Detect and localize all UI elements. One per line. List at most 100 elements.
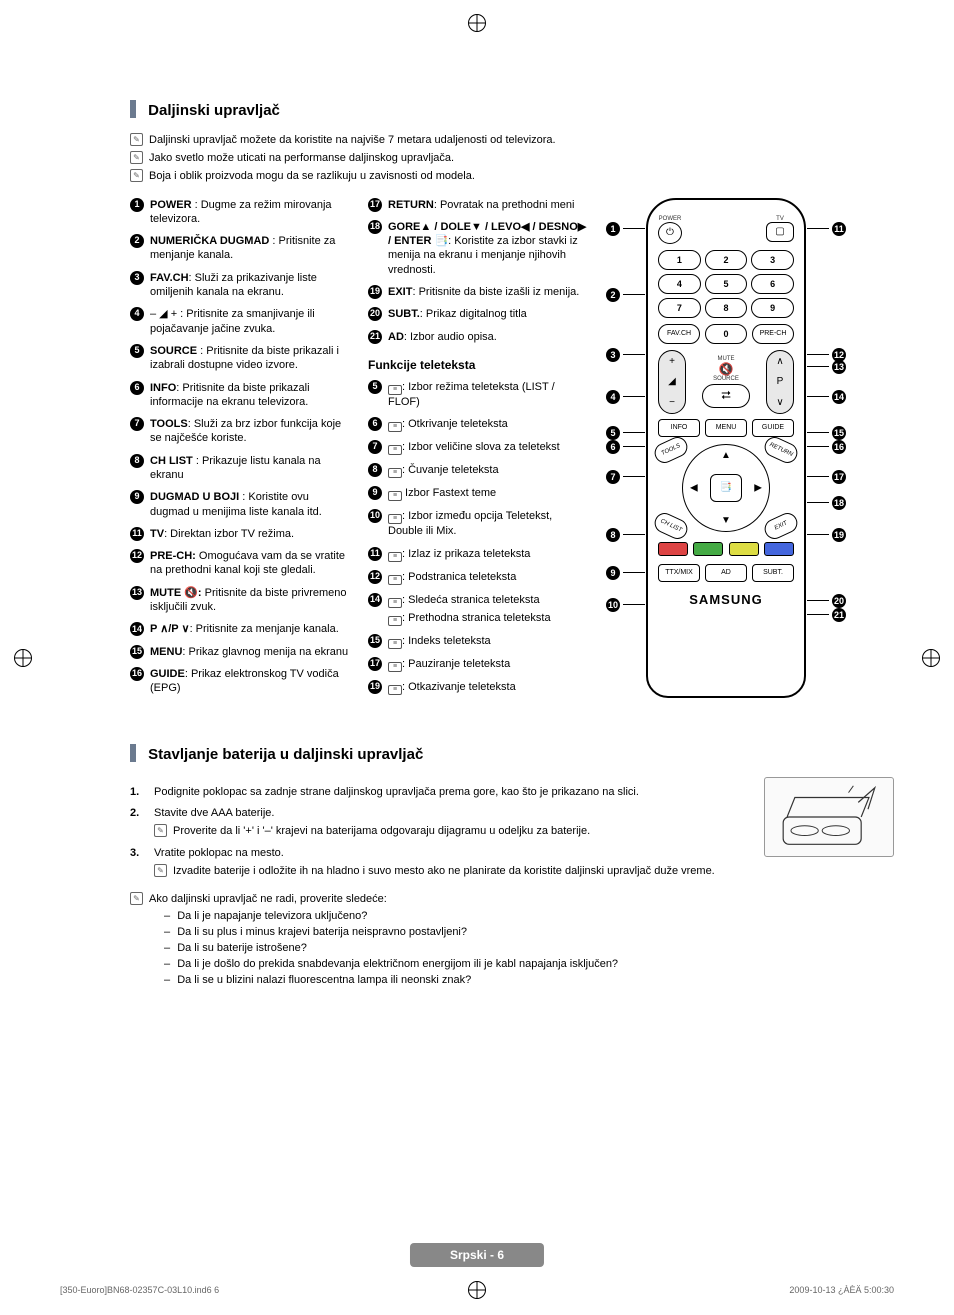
checklist-item: Da li je napajanje televizora uključeno?	[178, 910, 894, 922]
callout-left-8: 8	[606, 528, 645, 542]
callout-number: 6	[606, 440, 620, 454]
step-note: Izvadite baterije i odložite ih na hladn…	[173, 864, 715, 879]
item-number: 20	[368, 307, 382, 321]
step-number: 2.	[130, 806, 144, 840]
callout-left-9: 9	[606, 566, 645, 580]
item-number: 19	[368, 680, 382, 694]
list-item: 9DUGMAD U BOJI : Koristite ovu dugmad u …	[130, 490, 350, 519]
item-number: 7	[368, 440, 382, 454]
num-button-3: 3	[751, 250, 794, 270]
channel-rocker: ∧P∨	[766, 350, 794, 414]
list-item: 15MENU: Prikaz glavnog menija na ekranu	[130, 645, 350, 659]
tv-label: TV	[766, 216, 794, 222]
item-number: 10	[368, 509, 382, 523]
section-bar	[130, 744, 136, 762]
registration-mark-top	[468, 14, 486, 32]
item-number: 11	[130, 527, 144, 541]
callout-right-16: 16	[807, 440, 846, 454]
item-body: ≡: Indeks teleteksta	[388, 634, 588, 649]
callout-number: 9	[606, 566, 620, 580]
teletext-icon: ≡	[388, 639, 402, 649]
teletext-icon: ≡	[388, 575, 402, 585]
callout-number: 10	[606, 598, 620, 612]
callout-right-13: 13	[807, 360, 846, 374]
item-body: ≡: Otkazivanje teleteksta	[388, 680, 588, 695]
list-item: 18GORE▲ / DOLE▼ / LEVO◀ / DESNO▶ / ENTER…	[368, 220, 588, 277]
teletext-icon: ≡	[388, 385, 402, 395]
list-item: 13 MUTE 🔇: Pritisnite da biste privremeno…	[130, 586, 350, 615]
callout-left-7: 7	[606, 470, 645, 484]
callout-left-10: 10	[606, 598, 645, 612]
item-number: 13	[130, 586, 144, 600]
remote-diagram-wrapper: 12345678910 1112131415161718192021 POWER…	[606, 198, 846, 704]
callout-number: 5	[606, 426, 620, 440]
source-button: ⮂	[702, 384, 750, 408]
list-item: 5 SOURCE : Pritisnite da biste prikazali …	[130, 344, 350, 373]
yellow-button	[729, 542, 759, 556]
number-pad: 123456789	[658, 250, 794, 318]
callout-line	[807, 432, 829, 433]
note-icon: ✎	[154, 864, 167, 877]
num-button-1: 1	[658, 250, 701, 270]
source-label: SOURCE	[702, 376, 750, 382]
callout-number: 18	[832, 496, 846, 510]
item-body: TOOLS: Služi za brz izbor funkcija koje …	[150, 417, 350, 446]
item-body: ≡: Izbor veličine slova za teletekst	[388, 440, 588, 455]
callout-right-21: 21	[807, 608, 846, 622]
callout-line	[807, 600, 829, 601]
remote-layout: 1POWER : Dugme za režim mirovanja televi…	[130, 198, 894, 704]
battery-illustration	[764, 777, 894, 857]
item-body: INFO: Pritisnite da biste prikazali info…	[150, 381, 350, 410]
callout-right-17: 17	[807, 470, 846, 484]
teletext-icon: ≡	[388, 491, 402, 501]
callout-line	[623, 534, 645, 535]
callout-number: 16	[832, 440, 846, 454]
callout-number: 20	[832, 594, 846, 608]
item-number: 6	[130, 381, 144, 395]
callout-line	[623, 396, 645, 397]
item-body: MUTE 🔇: Pritisnite da biste privremeno i…	[150, 586, 350, 615]
step-body: Vratite poklopac na mesto.✎Izvadite bate…	[154, 846, 715, 880]
list-item: 6≡: Otkrivanje teleteksta	[368, 417, 588, 432]
registration-mark-right	[922, 649, 940, 667]
section-battery-title: Stavljanje baterija u daljinski upravlja…	[130, 744, 894, 763]
item-body: P ∧/P ∨: Pritisnite za menjanje kanala.	[150, 622, 350, 636]
battery-steps: 1. Podignite poklopac sa zadnje strane da…	[130, 785, 744, 886]
registration-mark-bottom	[468, 1281, 486, 1299]
item-number: 5	[130, 344, 144, 358]
callout-number: 8	[606, 528, 620, 542]
list-item: 7 ≡: Izbor veličine slova za teletekst	[368, 440, 588, 455]
callout-left-1: 1	[606, 222, 645, 236]
step-number: 3.	[130, 846, 144, 880]
item-number: 5	[368, 380, 382, 394]
item-number: 17	[368, 657, 382, 671]
item-body: NUMERIČKA DUGMAD : Pritisnite za menjanj…	[150, 234, 350, 263]
power-label: POWER	[658, 216, 682, 222]
item-body: ≡: Čuvanje teleteksta	[388, 463, 588, 478]
power-button: ⏻	[658, 222, 682, 244]
item-body: SOURCE : Pritisnite da biste prikazali i…	[150, 344, 350, 373]
tools-button: TOOLS	[651, 433, 690, 465]
volume-rocker: +◢−	[658, 350, 686, 414]
note-icon: ✎	[130, 133, 143, 146]
callout-line	[807, 366, 829, 367]
list-item: 14P ∧/P ∨: Pritisnite za menjanje kanala…	[130, 622, 350, 636]
footer-right: 2009-10-13 ¿ÀÈÄ 5:00:30	[789, 1285, 894, 1295]
top-notes: ✎ Daljinski upravljač možete da koristite…	[130, 133, 894, 184]
item-body: AD: Izbor audio opisa.	[388, 330, 588, 344]
list-item: 12PRE-CH: Omogućava vam da se vratite na…	[130, 549, 350, 578]
note-icon: ✎	[154, 824, 167, 837]
step-body: Podignite poklopac sa zadnje strane dalj…	[154, 785, 639, 800]
callout-line	[623, 228, 645, 229]
favch-button: FAV.CH	[658, 324, 700, 344]
section-title-text: Stavljanje baterija u daljinski upravlja…	[148, 746, 423, 763]
tv-button: ▢	[766, 222, 794, 242]
list-item: 4– ◢ + : Pritisnite za smanjivanje ili p…	[130, 307, 350, 336]
teletext-icon: ≡	[388, 616, 402, 626]
item-body: RETURN: Povratak na prethodni meni	[388, 198, 588, 212]
teletext-heading: Funkcije teleteksta	[368, 358, 588, 372]
ttxmix-button: TTX/MIX	[658, 564, 700, 582]
note-text: Daljinski upravljač možete da koristite …	[149, 133, 556, 148]
item-body: ≡: Podstranica teleteksta	[388, 570, 588, 585]
step-number: 1.	[130, 785, 144, 800]
